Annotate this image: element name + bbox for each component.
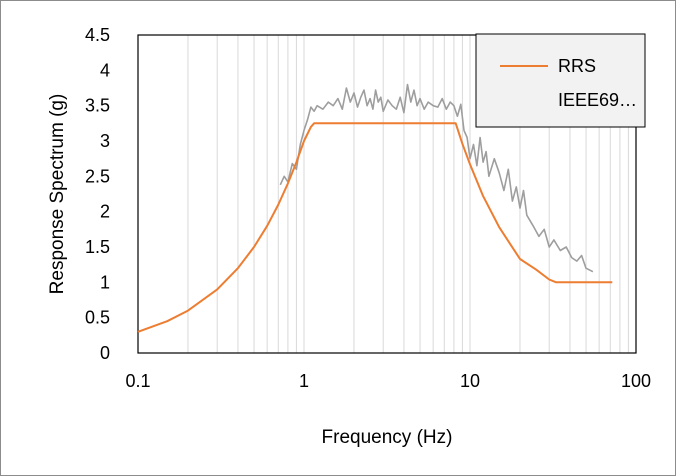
y-tick-label: 0 <box>100 343 110 363</box>
y-tick-label: 0.5 <box>85 308 110 328</box>
legend-label-ieee: IEEE69… <box>558 90 637 110</box>
y-axis-title: Response Spectrum (g) <box>47 94 68 295</box>
series-line-rrs <box>279 83 594 273</box>
x-tick-label: 1 <box>299 371 309 391</box>
y-tick-label: 2 <box>100 202 110 222</box>
series-layer <box>137 83 613 333</box>
y-tick-label: 1.5 <box>85 237 110 257</box>
y-tick-label: 4 <box>100 60 110 80</box>
x-axis-title: Frequency (Hz) <box>322 427 453 448</box>
legend-label-rrs: RRS <box>558 56 596 76</box>
y-tick-label: 2.5 <box>85 166 110 186</box>
x-tick-label: 0.1 <box>125 371 150 391</box>
y-tick-label: 1 <box>100 272 110 292</box>
series-line-ieee <box>137 122 613 333</box>
y-tick-label: 3.5 <box>85 96 110 116</box>
x-tick-label: 100 <box>621 371 651 391</box>
y-tick-label: 3 <box>100 131 110 151</box>
x-tick-label: 10 <box>460 371 480 391</box>
plot-area-border <box>137 34 637 354</box>
legend: RRS IEEE69… <box>475 33 646 128</box>
y-tick-label: 4.5 <box>85 25 110 45</box>
legend-box <box>475 33 646 128</box>
tick-labels: 0.1 1 10 100 0 0.5 1 1.5 2 2.5 3 3.5 4 4.5 <box>85 25 651 391</box>
